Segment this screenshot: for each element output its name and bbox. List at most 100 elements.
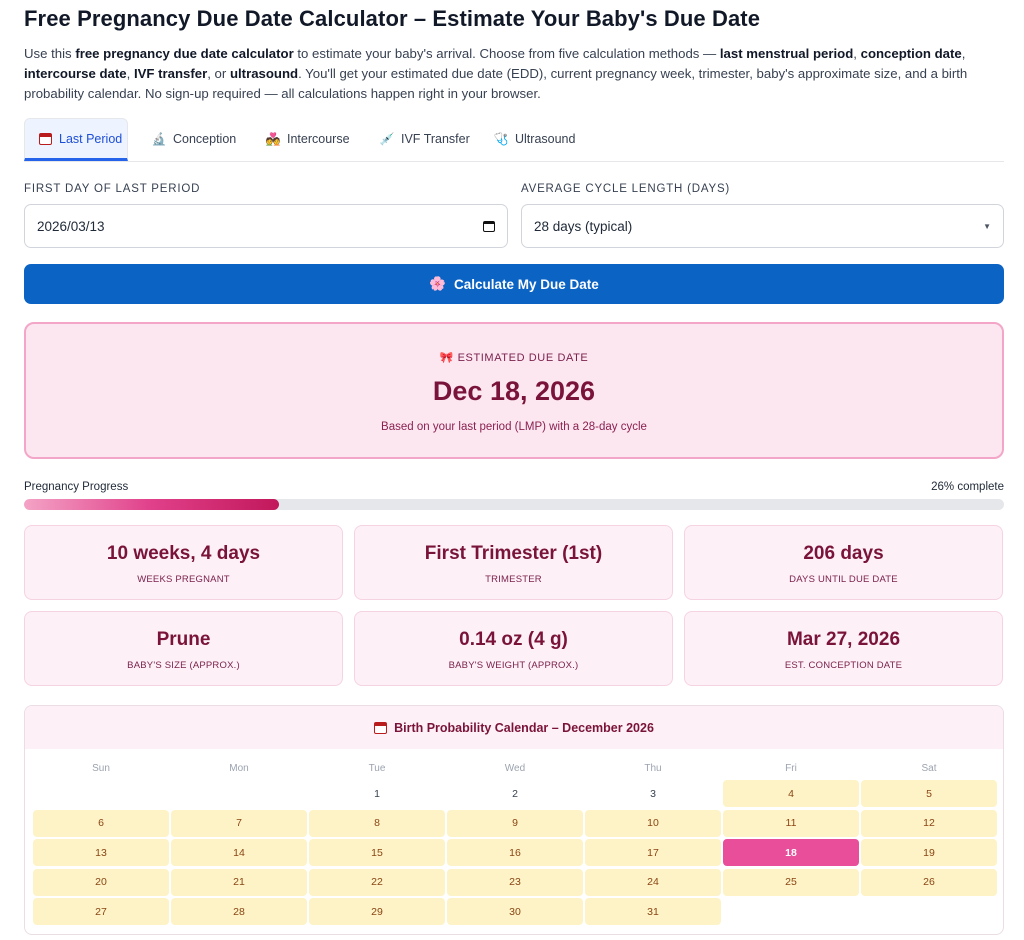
weekday-header: Mon [229,763,249,774]
calendar-day: 4 [723,780,859,807]
intro-emphasis: ultrasound [229,66,299,81]
intro-text: , [126,66,134,81]
calendar-day: 7 [171,809,307,837]
weekday-header: Thu [644,763,662,774]
cycle-length-select[interactable]: 28 days (typical) ▼ [521,204,1004,248]
calendar-day: 21 [171,868,307,896]
tab-intercourse[interactable]: 💑 Intercourse [252,118,364,160]
calendar-day: 26 [861,868,997,896]
weekday-header: Sat [921,763,937,774]
calendar-icon-shape [39,132,52,145]
calendar-day: 1 [374,787,380,800]
tab-ivf-transfer[interactable]: 💉 IVF Transfer [366,118,484,160]
calendar-day: 16 [447,839,583,866]
calendar-day: 11 [723,809,859,837]
intro-emphasis: intercourse date [24,66,127,81]
calendar-day: 9 [447,809,583,837]
stat-label: Weeks Pregnant [137,574,230,585]
tab-label: Ultrasound [515,132,576,146]
intro-emphasis: last menstrual period [719,46,854,61]
intro-text: , [961,46,966,61]
syringe-icon: 💉 [379,132,395,146]
calendar-header: Birth Probability Calendar – December 20… [25,706,1003,749]
weekday-header: Sun [92,763,110,774]
calendar-day: 19 [861,839,997,866]
method-tabs: Last Period 🔬 Conception 💑 Intercourse 💉 IVF T… [24,118,1004,162]
calendar-title: Birth Probability Calendar – December 20… [394,720,654,735]
weekday-header: Tue [368,763,386,774]
calendar-day: 25 [723,868,859,896]
tab-label: Conception [173,132,237,146]
chevron-down-icon: ▼ [983,221,991,231]
stat-label: Baby's Weight (Approx.) [448,660,579,671]
calendar-day: 27 [33,898,169,925]
tab-last-period[interactable]: Last Period [24,118,128,161]
weekday-header: Fri [785,763,797,774]
calendar-day: 17 [585,839,721,866]
due-date-label: Estimated Due Date [457,352,589,364]
flower-icon: 🌸 [429,276,446,291]
calendar-icon [39,132,52,146]
calendar-day: 15 [309,839,445,866]
calendar-day: 31 [585,898,721,925]
stat-label: Trimester [485,574,542,585]
intro-emphasis: free pregnancy due date calculator [75,46,294,61]
ribbon-icon: 🎀 [439,352,454,364]
calendar-picker-icon[interactable] [483,220,495,232]
progress-bar-fill [24,499,279,510]
stat-value: Mar 27, 2026 [786,629,901,650]
period-date-label: First day of last period [24,183,201,195]
stat-value: 0.14 oz (4 g) [459,629,568,650]
cycle-length-value: 28 days (typical) [534,218,633,234]
stat-value: First Trimester (1st) [424,543,603,564]
period-date-value: 2026/03/13 [37,218,105,234]
calendar-day: 24 [585,868,721,896]
progress-percent: 26% complete [931,481,1004,493]
tab-label: Last Period [59,131,123,146]
birth-probability-calendar: Birth Probability Calendar – December 20… [24,705,1004,935]
stat-label: Days Until Due Date [789,574,898,585]
intro-text: Use this [24,46,76,61]
stat-label: Baby's Size (Approx.) [127,660,240,671]
couple-icon: 💑 [265,132,281,146]
tab-conception[interactable]: 🔬 Conception [138,118,250,160]
due-date-subtitle: Based on your last period (LMP) with a 2… [381,421,647,433]
calendar-day: 10 [585,809,721,837]
due-date-value: Dec 18, 2026 [432,376,596,406]
intro-text: , [853,46,861,61]
stat-value: 206 days [803,543,884,564]
calendar-day: 14 [171,839,307,866]
stethoscope-icon: 🩺 [493,132,509,146]
calendar-day: 5 [861,780,997,807]
intro-text: . You'll get your estimated due date (ED… [24,66,968,101]
calendar-day: 13 [33,839,169,866]
calendar-day: 8 [309,809,445,837]
calendar-day: 2 [512,787,518,800]
intro-text: , or [207,66,230,81]
intro-emphasis: IVF transfer [133,66,208,81]
calendar-icon [374,721,388,734]
calendar-day: 6 [33,809,169,837]
intro-text: to estimate your baby's arrival. Choose … [293,46,720,61]
cycle-length-label: Average cycle length (days) [521,183,731,195]
stat-value: 10 weeks, 4 days [106,543,261,564]
stat-conception-date: Mar 27, 2026 Est. Conception Date [684,611,1003,686]
tab-label: Intercourse [287,132,350,146]
calculate-due-date-button[interactable]: 🌸 Calculate My Due Date [24,264,1004,304]
tab-label: IVF Transfer [401,132,470,146]
stat-trimester: First Trimester (1st) Trimester [354,525,673,600]
calendar-day: 22 [309,868,445,896]
stat-value: Prune [156,629,211,650]
calendar-day: 20 [33,868,169,896]
tab-ultrasound[interactable]: 🩺 Ultrasound [480,118,589,160]
page-title: Free Pregnancy Due Date Calculator – Est… [24,6,761,31]
microscope-icon: 🔬 [151,132,167,146]
intro-emphasis: conception date [860,46,962,61]
period-date-input[interactable]: 2026/03/13 [24,204,508,248]
stat-days-until: 206 days Days Until Due Date [684,525,1003,600]
calculate-button-label: Calculate My Due Date [454,276,599,292]
stat-weeks-pregnant: 10 weeks, 4 days Weeks Pregnant [24,525,343,600]
due-date-result-card: 🎀 Estimated Due Date Dec 18, 2026 Based … [24,322,1004,459]
stat-baby-size: Prune Baby's Size (Approx.) [24,611,343,686]
